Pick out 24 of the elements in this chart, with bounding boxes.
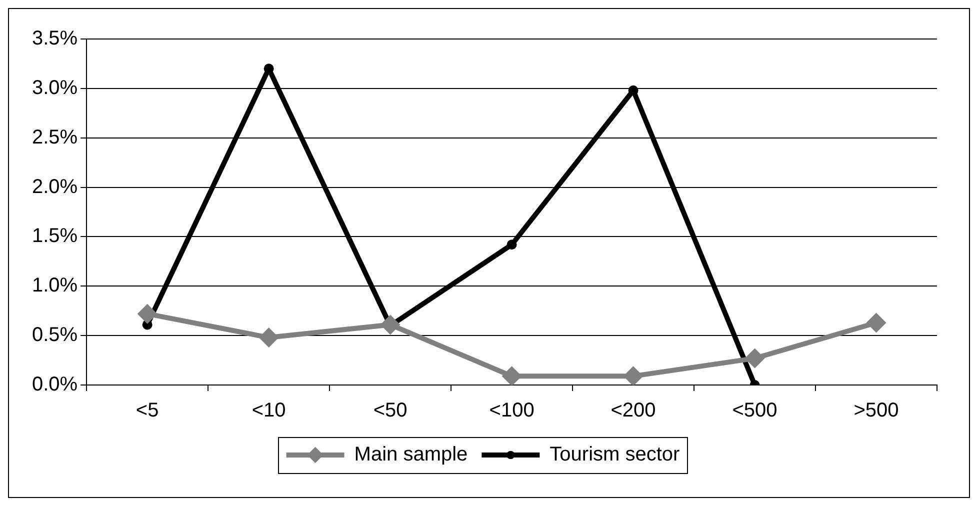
y-tick-label: 0.5%	[32, 324, 78, 346]
x-tick-label: <100	[489, 400, 534, 422]
point	[380, 314, 400, 335]
y-tick-label: 3.0%	[32, 76, 78, 99]
x-tick-label: <500	[732, 400, 778, 422]
y-tick-label: 0.0%	[32, 374, 78, 396]
y-tick-label: 2.5%	[32, 126, 78, 148]
x-tick-label: <5	[136, 400, 159, 422]
point	[744, 348, 765, 368]
y-tick-label: 1.0%	[32, 274, 78, 297]
y-tick-label: 1.5%	[32, 225, 78, 248]
x-tick-label: <10	[252, 400, 286, 422]
point	[506, 240, 517, 250]
point	[137, 304, 158, 324]
x-tick-label: <200	[610, 400, 656, 422]
legend-label: Tourism sector	[550, 444, 680, 466]
x-tick-label: >500	[854, 400, 899, 422]
y-tick-label: 3.5%	[32, 28, 78, 50]
point	[628, 85, 638, 96]
point	[866, 312, 886, 333]
x-tick-label: <50	[373, 400, 408, 422]
legend-label: Main sample	[354, 444, 468, 466]
y-tick-label: 2.0%	[32, 176, 78, 198]
point	[258, 328, 279, 348]
